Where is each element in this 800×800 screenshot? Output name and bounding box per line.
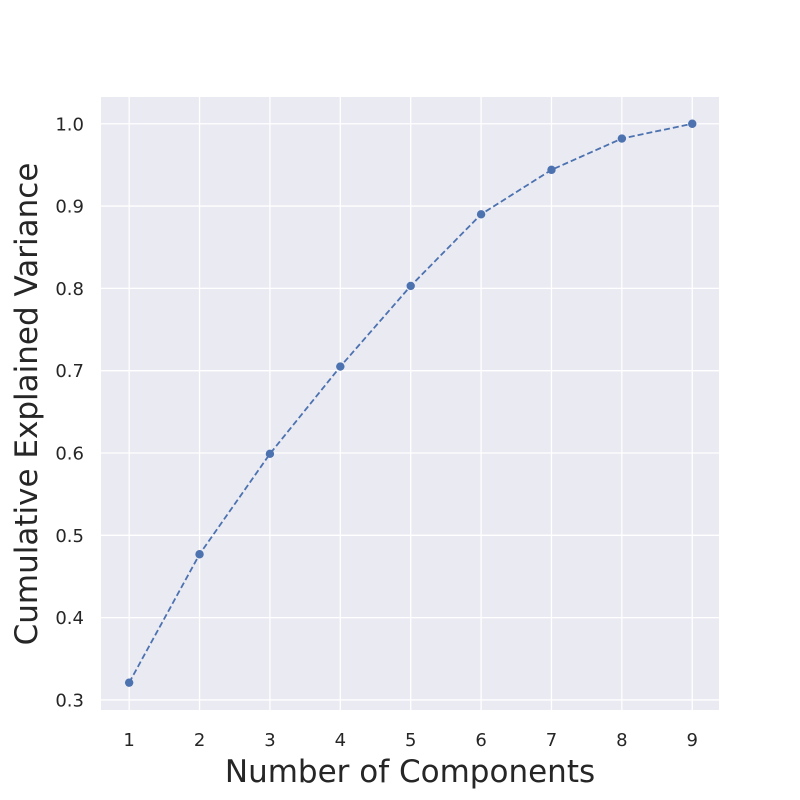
data-point: [617, 134, 627, 143]
y-tick-label: 0.6: [55, 444, 84, 465]
y-tick-label: 0.5: [55, 526, 84, 547]
y-tick-label: 1.0: [55, 114, 84, 135]
y-tick-label: 0.9: [55, 197, 84, 218]
x-tick-label: 5: [405, 730, 416, 751]
data-point: [688, 119, 697, 128]
y-axis-title: Cumulative Explained Variance: [9, 163, 45, 646]
x-tick-label: 7: [546, 730, 557, 751]
y-tick-label: 0.7: [55, 361, 84, 382]
x-tick-label: 2: [194, 730, 205, 751]
plot-area: [101, 97, 719, 710]
x-tick-labels: 1 2 3 4 5 6 7 8 9: [123, 730, 698, 751]
data-point: [476, 210, 486, 219]
x-axis-title: Number of Components: [225, 754, 595, 790]
data-point: [547, 165, 556, 175]
x-tick-label: 8: [616, 730, 627, 751]
y-tick-label: 0.8: [55, 279, 84, 300]
data-points: [124, 119, 697, 687]
x-tick-label: 4: [335, 730, 346, 751]
data-point: [195, 550, 204, 559]
data-point: [336, 362, 345, 371]
y-tick-label: 0.4: [55, 608, 84, 629]
y-tick-label: 0.3: [55, 690, 84, 711]
x-tick-label: 3: [264, 730, 275, 751]
x-tick-label: 9: [687, 730, 698, 751]
data-point: [265, 449, 275, 459]
x-tick-label: 6: [475, 730, 486, 751]
y-tick-labels: 0.3 0.4 0.5 0.6 0.7 0.8 0.9 1.0: [55, 114, 84, 711]
data-point: [124, 678, 134, 687]
x-tick-label: 1: [123, 730, 134, 751]
data-point: [406, 281, 415, 291]
